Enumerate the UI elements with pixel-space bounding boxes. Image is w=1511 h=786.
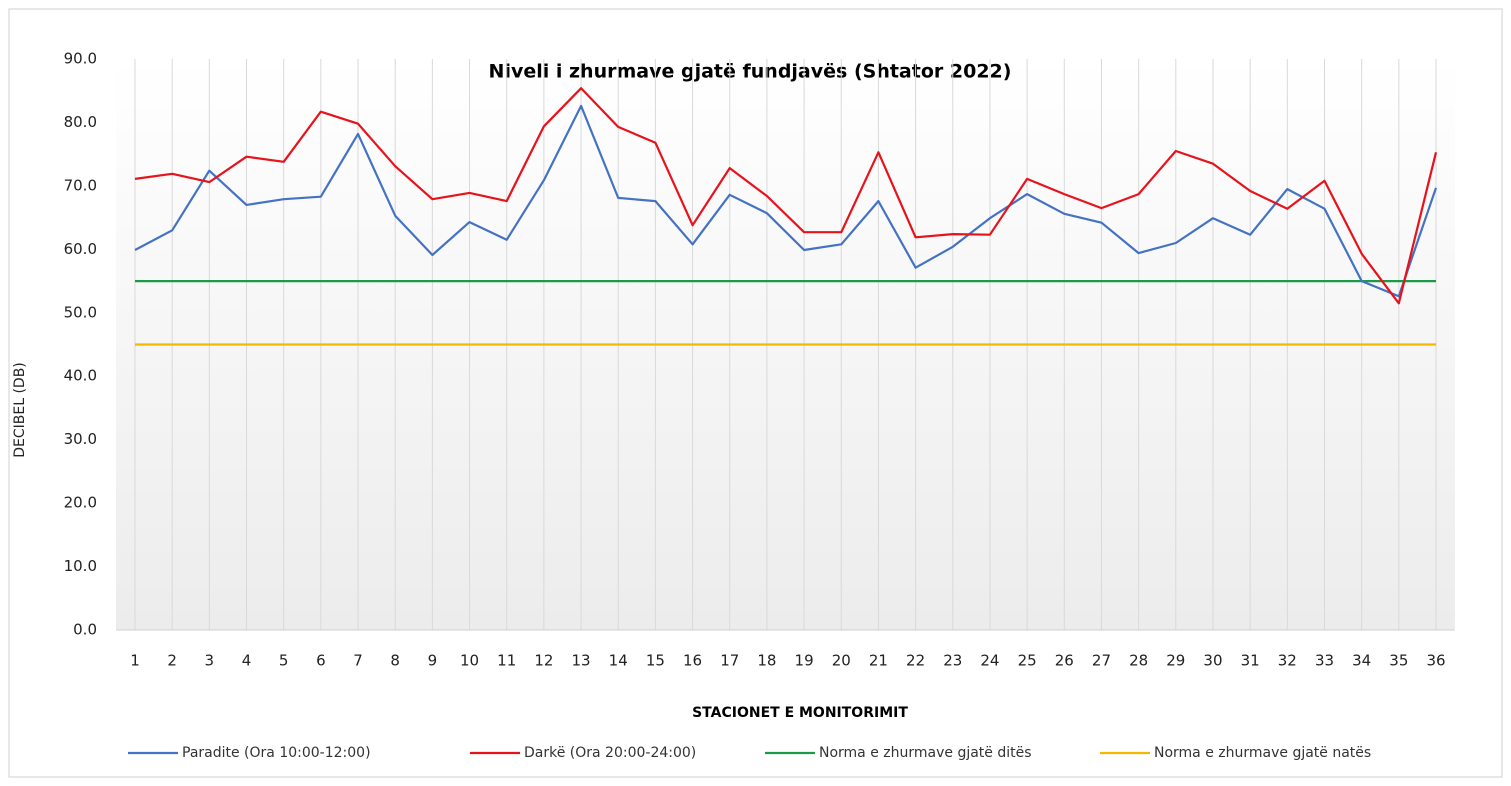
x-tick-label: 16 [683,652,702,670]
x-tick-label: 27 [1092,652,1111,670]
x-tick-label: 32 [1278,652,1297,670]
legend-label: Norma e zhurmave gjatë natës [1154,745,1371,761]
y-tick-label: 60.0 [64,240,97,258]
x-tick-label: 34 [1352,652,1371,670]
x-tick-label: 13 [572,652,591,670]
legend-label: Norma e zhurmave gjatë ditës [819,745,1032,761]
x-tick-label: 36 [1426,652,1445,670]
x-tick-label: 26 [1055,652,1074,670]
x-tick-label: 25 [1018,652,1037,670]
x-tick-label: 30 [1203,652,1222,670]
y-tick-label: 10.0 [64,557,97,575]
x-tick-label: 18 [757,652,776,670]
x-tick-label: 28 [1129,652,1148,670]
x-axis-label: STACIONET E MONITORIMIT [692,705,908,721]
x-tick-label: 11 [497,652,516,670]
y-tick-label: 90.0 [64,50,97,68]
series-line [134,104,1438,298]
x-tick-label: 29 [1166,652,1185,670]
y-tick-label: 70.0 [64,176,97,194]
y-tick-label: 0.0 [73,621,97,639]
x-tick-label: 8 [390,652,400,670]
y-tick-label: 40.0 [64,367,97,385]
y-tick-label: 20.0 [64,494,97,512]
x-tick-label: 33 [1315,652,1334,670]
x-tick-label: 24 [980,652,999,670]
x-tick-label: 2 [167,652,177,670]
x-tick-label: 23 [943,652,962,670]
x-tick-label: 14 [609,652,628,670]
x-tick-label: 7 [353,652,363,670]
x-tick-label: 4 [242,652,252,670]
x-tick-label: 9 [428,652,438,670]
x-tick-label: 15 [646,652,665,670]
x-tick-label: 12 [534,652,553,670]
chart-title: Niveli i zhurmave gjatë fundjavës (Shtat… [489,61,1012,83]
x-tick-label: 6 [316,652,326,670]
x-tick-label: 31 [1241,652,1260,670]
x-tick-label: 5 [279,652,289,670]
y-tick-label: 80.0 [64,113,97,131]
x-tick-label: 22 [906,652,925,670]
x-tick-label: 20 [832,652,851,670]
legend-label: Paradite (Ora 10:00-12:00) [182,745,371,761]
x-tick-label: 35 [1389,652,1408,670]
x-tick-label: 21 [869,652,888,670]
x-tick-label: 3 [205,652,215,670]
series-line [134,87,1438,305]
y-tick-label: 30.0 [64,430,97,448]
y-tick-label: 50.0 [64,303,97,321]
x-tick-label: 10 [460,652,479,670]
x-tick-label: 1 [130,652,140,670]
x-tick-label: 19 [795,652,814,670]
x-tick-label: 17 [720,652,739,670]
y-axis-label: DECIBEL (DB) [12,362,28,458]
legend-label: Darkë (Ora 20:00-24:00) [524,745,696,761]
